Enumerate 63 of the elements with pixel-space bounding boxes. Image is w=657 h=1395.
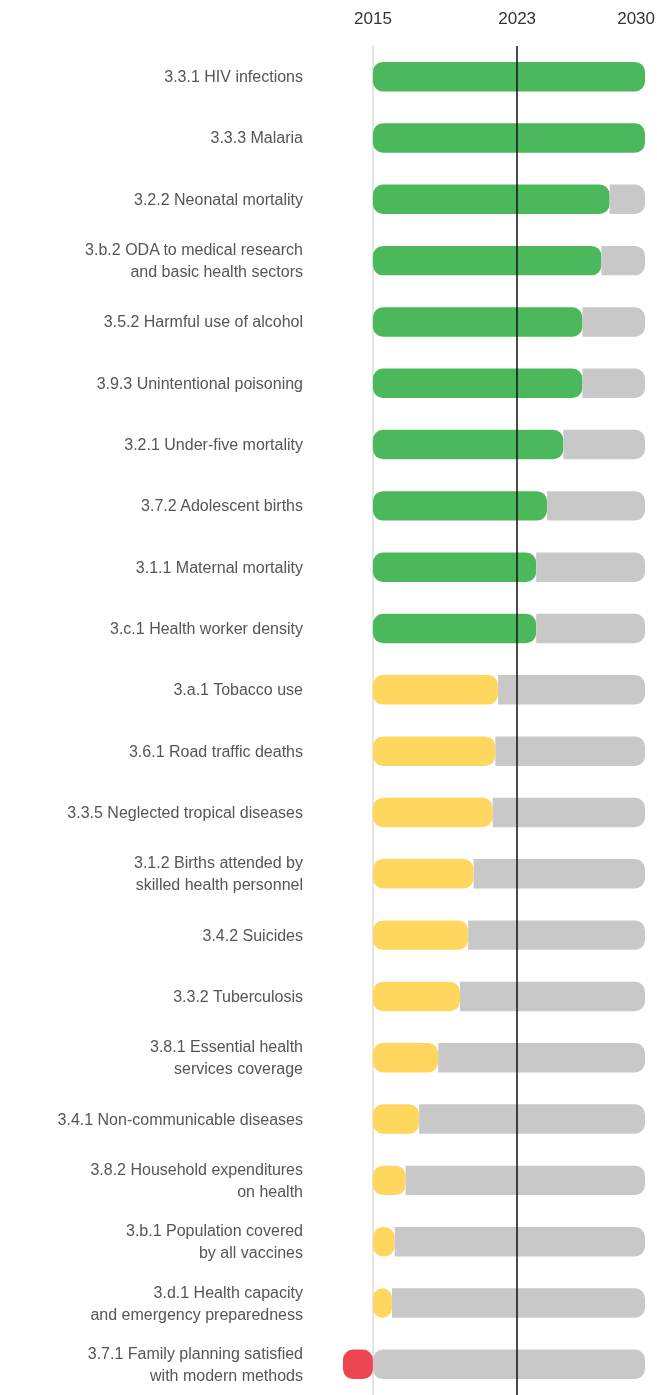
bar: [372, 368, 583, 398]
bar: [419, 1104, 645, 1134]
y-tick-label: 3.8.1 Essential health services coverage: [150, 1038, 304, 1078]
bar: [536, 613, 645, 644]
y-tick-label: 3.3.1 HIV infections: [164, 68, 303, 86]
bar: [468, 920, 645, 950]
bar: [372, 859, 474, 889]
bar: [394, 1226, 645, 1257]
y-tick-label: 3.3.5 Neglected tropical diseases: [67, 803, 303, 821]
bar: [498, 675, 645, 705]
bar: [495, 736, 645, 766]
y-tick-label: 3.2.1 Under-five mortality: [124, 436, 303, 454]
bar: [372, 981, 460, 1012]
y-tick-label: 3.a.1 Tobacco use: [173, 681, 304, 699]
y-tick-label: 3.b.1 Population covered by all vaccines: [125, 1222, 303, 1262]
bar: [582, 307, 645, 337]
text: 2015: [354, 9, 392, 28]
y-tick-label: 3.7.2 Adolescent births: [141, 497, 303, 515]
y-tick-label: 3.7.1 Family planning satisfied with modern methods: [87, 1344, 303, 1384]
y-tick-label: 3.3.3 Malaria: [210, 129, 304, 147]
y-tick-label: 3.6.1 Road traffic deaths: [128, 742, 303, 760]
bar: [492, 797, 645, 828]
bar: [438, 1043, 645, 1073]
bar: [405, 1165, 645, 1196]
bar: [601, 245, 645, 276]
y-tick-label: 3.5.2 Harmful use of alcohol: [103, 313, 303, 331]
text: 2023: [498, 9, 537, 28]
y-tick-label: 3.8.2 Household expenditures on health: [90, 1160, 303, 1200]
bar: [372, 675, 499, 705]
y-tick-label: 3.3.2 Tuberculosis: [173, 987, 303, 1005]
bar: [563, 429, 645, 460]
bar: [547, 491, 645, 521]
y-tick-label: 3.b.2 ODA to medical research and basic health sectors: [85, 241, 303, 281]
bar: [372, 307, 583, 337]
bar: [536, 552, 645, 582]
bar: [372, 613, 537, 644]
y-tick-label: 3.9.3 Unintentional poisoning: [96, 374, 303, 392]
bar: [372, 491, 548, 521]
bar: [372, 61, 645, 92]
y-tick-label: 3.d.1 Health capacity and emergency preparedness: [90, 1283, 303, 1323]
bar: [372, 552, 537, 582]
bar: [582, 368, 645, 398]
bar: [372, 1104, 420, 1134]
bar: [372, 1043, 439, 1073]
bar: [372, 736, 496, 766]
bar: [372, 920, 469, 950]
y-tick-label: 3.1.2 Births attended by skilled health personnel: [134, 854, 303, 894]
y-tick-label: 3.c.1 Health worker density: [110, 620, 303, 638]
bar: [391, 1288, 645, 1318]
bar: [372, 123, 645, 153]
bar: [609, 184, 645, 215]
bar: [372, 1349, 645, 1380]
y-tick-label: 3.4.2 Suicides: [202, 926, 303, 944]
bar: [372, 797, 493, 828]
text: 2030: [617, 9, 655, 28]
y-tick-label: 3.4.1 Non-communicable diseases: [57, 1110, 303, 1128]
bar: [473, 859, 645, 889]
y-tick-label: 3.1.1 Maternal mortality: [135, 558, 303, 576]
bar: [459, 981, 645, 1012]
bar: [372, 184, 610, 215]
y-tick-label: 3.2.2 Neonatal mortality: [134, 190, 303, 208]
bar: [372, 245, 602, 276]
bar: [372, 429, 564, 460]
